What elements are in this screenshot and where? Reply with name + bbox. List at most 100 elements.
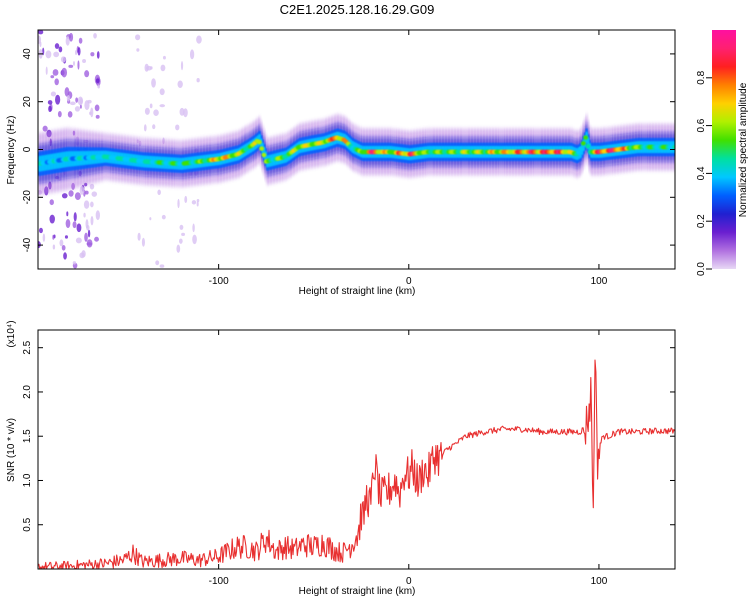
heatmap-noise-cell — [137, 232, 141, 241]
heatmap-noise-cell — [143, 124, 147, 132]
y-tick-label: 1.0 — [22, 473, 33, 487]
figure-title: C2E1.2025.128.16.29.G09 — [280, 2, 435, 17]
heatmap-noise-cell — [69, 32, 74, 42]
heatmap-noise-cell — [65, 36, 70, 46]
y-tick-label: 0 — [22, 146, 33, 152]
heatmap-noise-cell — [55, 94, 61, 105]
heatmap-ridge-core — [259, 146, 265, 151]
heatmap-noise-cell — [61, 245, 66, 251]
colorbar-tick-label: 0.4 — [696, 166, 707, 180]
heatmap-noise-cell — [161, 214, 166, 220]
heatmap-noise-cell — [144, 63, 149, 72]
y-tick-label: -40 — [22, 237, 33, 252]
heatmap-noise-cell — [42, 233, 46, 242]
heatmap-noise-cell — [95, 78, 100, 83]
heatmap-ridge-core — [261, 152, 267, 158]
heatmap-noise-cell — [77, 47, 81, 56]
heatmap-noise-cell — [72, 221, 77, 229]
heatmap-noise-cell — [157, 189, 161, 196]
heatmap-noise-cell — [69, 101, 76, 106]
heatmap-noise-cell — [64, 235, 69, 239]
colorbar: 0.0 0.2 0.4 0.6 0.8 Normalized spectral ampl… — [696, 30, 749, 276]
heatmap-noise-cell — [84, 232, 88, 242]
heatmap-noise-cell — [196, 35, 202, 44]
y-tick-label: 1.5 — [22, 429, 33, 443]
heatmap-noise-cell — [38, 35, 42, 44]
heatmap-noise-cell — [60, 56, 67, 63]
heatmap-noise-cell — [177, 80, 183, 88]
snr-y-ticks: 0.5 1.0 1.5 2.0 2.5 — [22, 340, 675, 532]
heatmap-noise-cell — [152, 124, 156, 130]
heatmap-noise-cell — [90, 107, 94, 118]
heatmap-noise-cell — [179, 238, 183, 244]
heatmap-noise-cell — [59, 239, 64, 247]
heatmap-noise-cell — [45, 66, 48, 75]
heatmap-noise-cell — [81, 250, 86, 258]
heatmap-noise-cell — [159, 104, 166, 108]
colorbar-gradient — [712, 30, 736, 269]
heatmap-noise-cell — [192, 223, 195, 233]
heatmap-noise-cell — [179, 107, 185, 116]
heatmap-noise-cell — [79, 185, 85, 195]
heatmap-noise-cell — [48, 105, 52, 113]
heatmap-noise-cell — [49, 214, 55, 224]
heatmap-noise-cell — [75, 97, 79, 103]
heatmap-noise-cell — [77, 60, 80, 70]
heatmap-noise-cell — [95, 210, 101, 221]
heatmap-noise-cell — [53, 234, 56, 239]
heatmap-noise-cell — [72, 61, 76, 66]
heatmap-noise-cell — [90, 216, 94, 226]
heatmap-noise-cell — [57, 110, 62, 118]
heatmap-noise-cell — [184, 195, 188, 204]
heatmap-noise-cell — [175, 124, 180, 131]
heatmap-ridge-cell — [588, 143, 591, 155]
y-tick-label: 0.5 — [22, 517, 33, 531]
heatmap-noise-cell — [135, 34, 141, 41]
heatmap-noise-cell — [87, 229, 91, 238]
heatmap-noise-cell — [84, 190, 89, 195]
y-tick-label: 40 — [22, 48, 33, 60]
heatmap-noise-cell — [79, 104, 82, 109]
heatmap-noise-cell — [74, 106, 81, 112]
snr-panel: -100 0 100 0.5 1.0 1.5 2.0 2.5 Height of strai… — [6, 320, 676, 597]
heatmap-noise-cell — [90, 52, 95, 57]
heatmap-noise-cell — [73, 212, 77, 222]
colorbar-tick-label: 0.0 — [696, 262, 707, 276]
heatmap-panel: -100 0 100 -40 -20 0 20 40 Height of straight … — [6, 29, 676, 297]
heatmap-noise-cell — [50, 91, 57, 97]
heatmap-y-ticks: -40 -20 0 20 40 — [22, 48, 675, 252]
colorbar-tick-label: 0.2 — [696, 214, 707, 228]
colorbar-label: Normalized spectral amplitude — [738, 82, 749, 217]
heatmap-ridge-core — [576, 150, 582, 155]
heatmap-noise-cell — [38, 30, 44, 35]
heatmap-noise-cell — [61, 67, 68, 78]
heatmap-noise-cell — [67, 111, 73, 118]
heatmap-noise-cell — [136, 48, 140, 52]
heatmap-noise-cell — [97, 84, 101, 89]
heatmap-ridge-core — [256, 139, 262, 145]
heatmap-noise-cell — [153, 109, 159, 117]
heatmap-y-axis-label: Frequency (Hz) — [6, 116, 17, 185]
x-tick-label: -100 — [209, 576, 229, 587]
heatmap-noise-cell — [52, 244, 56, 250]
x-tick-label: 100 — [591, 576, 608, 587]
heatmap-noise-cell — [38, 227, 43, 234]
heatmap-noise-cell — [180, 61, 184, 71]
heatmap-ridge-cell — [260, 138, 263, 150]
heatmap-noise-cell — [93, 32, 97, 39]
heatmap-noise-cell — [74, 192, 81, 201]
heatmap-noise-cell — [50, 75, 55, 79]
heatmap-noise-cell — [192, 234, 197, 245]
snr-x-ticks: -100 0 100 — [209, 330, 608, 587]
heatmap-noise-cell — [77, 96, 84, 106]
heatmap-noise-cell — [85, 219, 89, 229]
heatmap-ridge-core — [672, 144, 675, 150]
heatmap-noise-cell — [78, 37, 83, 44]
heatmap-noise-cell — [52, 69, 59, 76]
y-tick-label: -20 — [22, 190, 33, 205]
heatmap-noise-cell — [75, 237, 82, 244]
snr-frame — [37, 329, 676, 570]
heatmap-noise-cell — [86, 239, 93, 248]
heatmap-noise-cell — [76, 223, 82, 233]
